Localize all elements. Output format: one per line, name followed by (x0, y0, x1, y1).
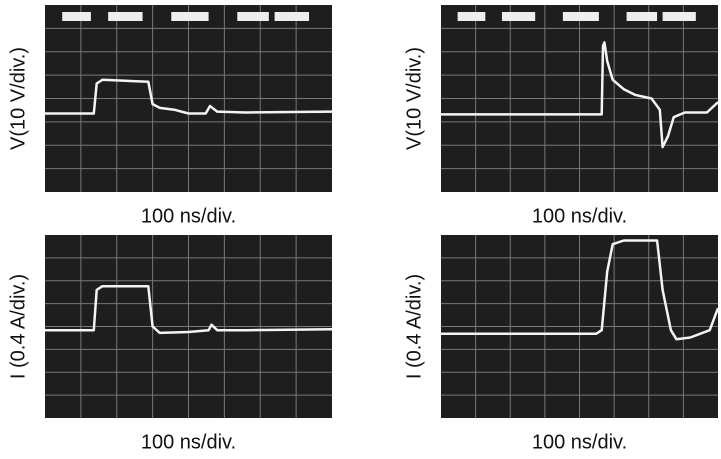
scope-trace (441, 239, 720, 341)
scope-trace (45, 284, 333, 335)
scope-panel: 100 ns/div. I (0.4 A/div.) (403, 235, 720, 453)
scope-trace (441, 41, 719, 149)
scope-marker (62, 12, 91, 21)
y-label: I (0.4 A/div.) (7, 274, 29, 379)
scope-marker (662, 12, 696, 21)
y-label: V(10 V/div.) (7, 47, 29, 150)
x-label: 100 ns/div. (141, 431, 236, 453)
scope-marker (237, 12, 269, 21)
scope-panel: 100 ns/div. V(10 V/div.) (403, 5, 719, 227)
scope-trace (45, 78, 333, 115)
x-label: 100 ns/div. (141, 205, 236, 227)
scope-marker (274, 12, 310, 21)
scope-marker (171, 12, 209, 21)
scope-panel: 100 ns/div. V(10 V/div.) (7, 5, 333, 227)
y-label: I (0.4 A/div.) (403, 274, 425, 379)
y-label: V(10 V/div.) (403, 47, 425, 150)
x-label: 100 ns/div. (532, 431, 627, 453)
scope-marker (457, 12, 486, 21)
scope-panel: 100 ns/div. I (0.4 A/div.) (7, 235, 333, 453)
scope-marker (501, 12, 536, 21)
scope-marker (626, 12, 658, 21)
x-label: 100 ns/div. (532, 205, 627, 227)
scope-marker (108, 12, 143, 21)
scope-marker (562, 12, 599, 21)
